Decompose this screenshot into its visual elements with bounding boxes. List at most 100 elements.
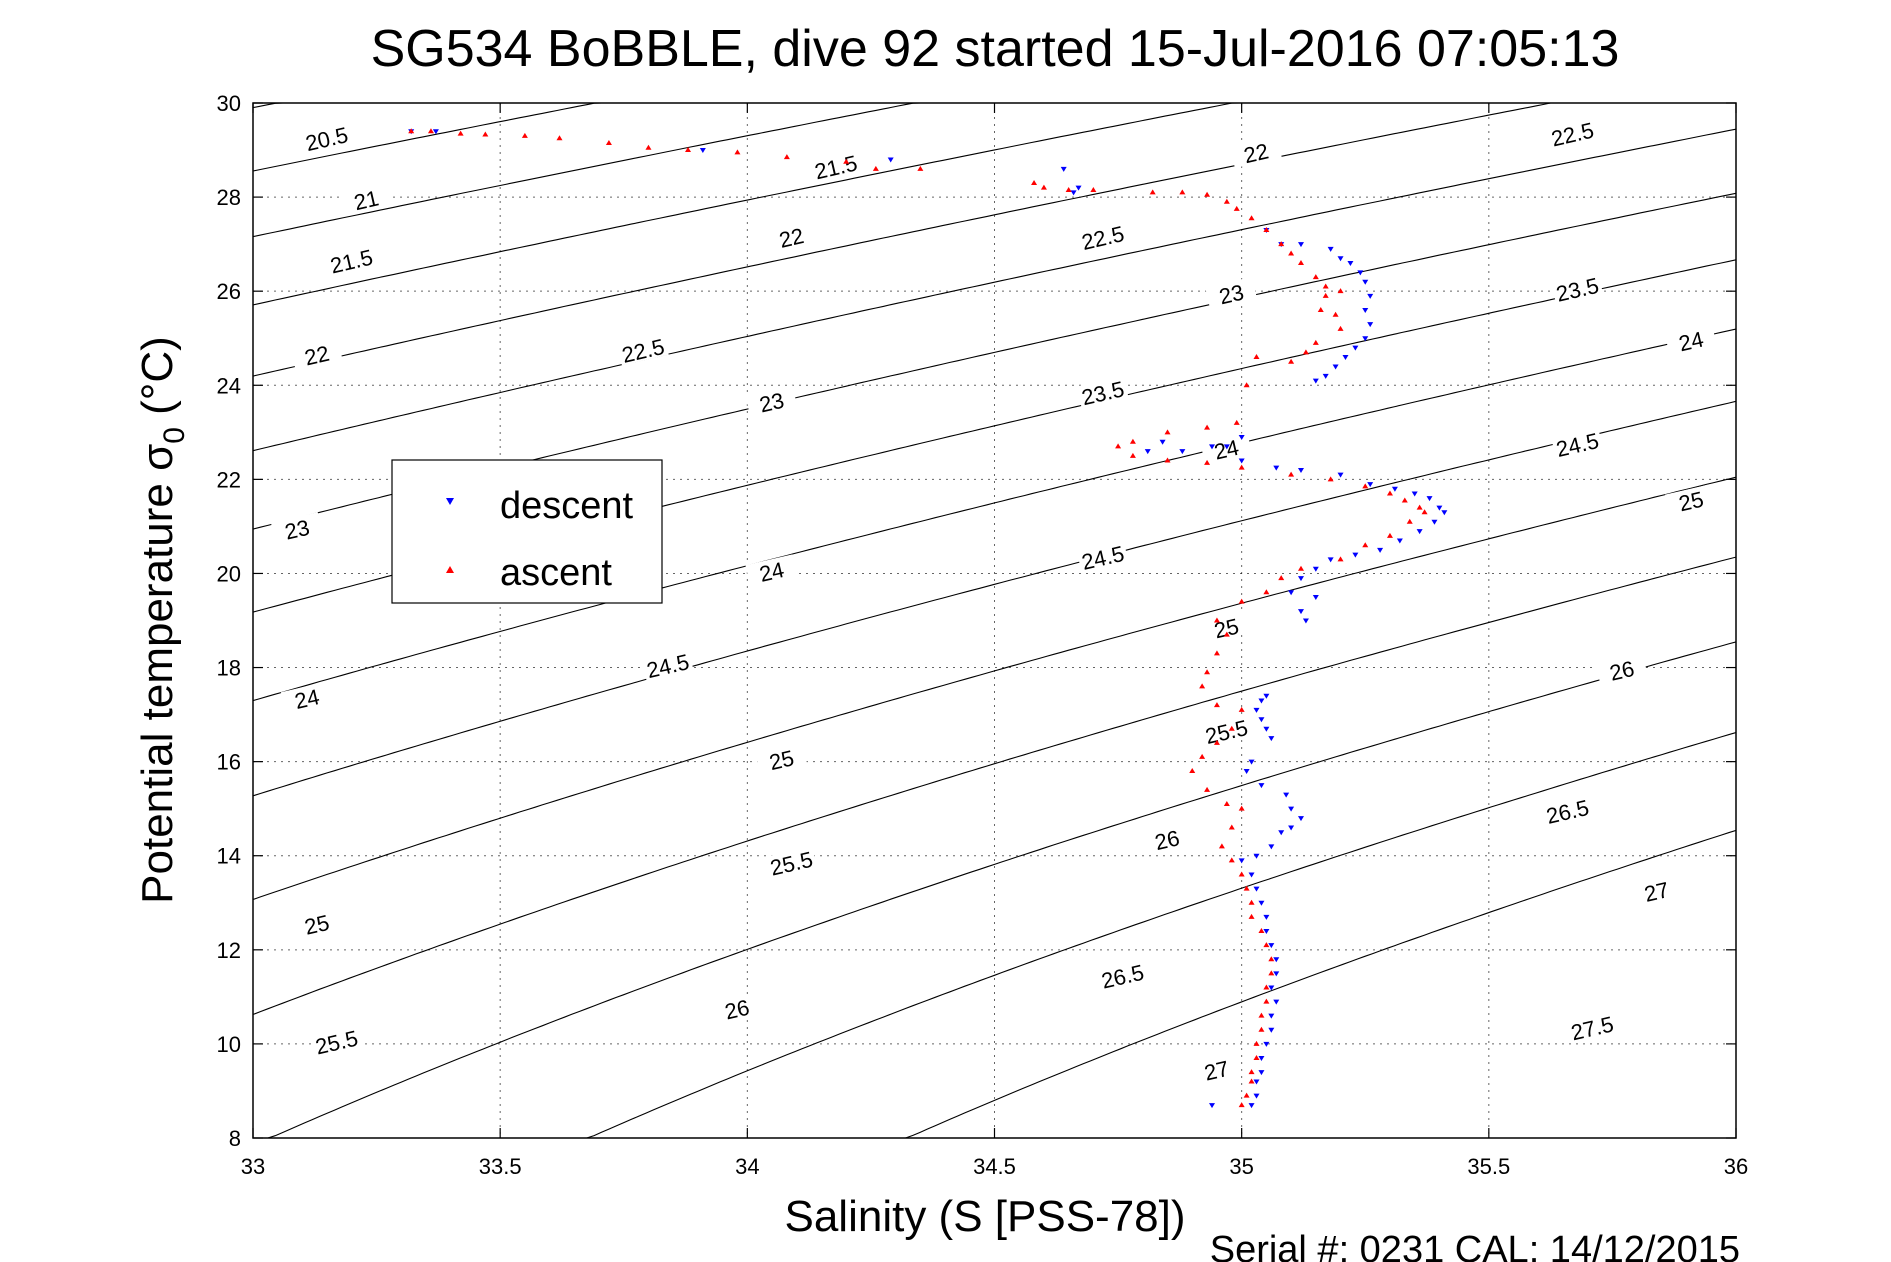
chart-title: SG534 BoBBLE, dive 92 started 15-Jul-201…: [371, 20, 1620, 78]
ascent-point: [1204, 459, 1211, 465]
ascent-point: [1268, 970, 1275, 976]
descent-point: [1322, 373, 1329, 379]
series-ascent: [408, 128, 1428, 1108]
contour-label-bg: [1190, 1053, 1243, 1086]
ascent-point: [1297, 565, 1304, 571]
descent-point: [1268, 1013, 1275, 1019]
grid: [253, 103, 1736, 1138]
ascent-point: [1238, 464, 1245, 470]
ascent-point: [1386, 490, 1393, 496]
ascent-point: [1253, 354, 1260, 360]
x-axis-label: Salinity (S [PSS-78]): [784, 1192, 1185, 1241]
descent-point: [1367, 322, 1374, 328]
series-descent: [408, 129, 1448, 1109]
isopycnal-line: [253, 556, 1736, 1016]
descent-point: [699, 148, 706, 154]
ascent-point: [1129, 438, 1136, 444]
ascent-point: [1228, 725, 1235, 731]
ascent-point: [1278, 575, 1285, 581]
contour-label: 26: [1152, 825, 1181, 855]
ascent-point: [843, 158, 850, 164]
descent-point: [1288, 590, 1295, 596]
ascent-point: [1322, 283, 1329, 289]
x-tick-label: 34: [735, 1154, 759, 1179]
x-tick-label: 34.5: [973, 1154, 1016, 1179]
contour-label-bg: [1076, 220, 1129, 253]
ascent-point: [1386, 532, 1393, 538]
descent-point: [1258, 698, 1265, 704]
ascent-point: [1317, 307, 1324, 312]
ascent-point: [1090, 187, 1097, 193]
x-tick-label: 33: [241, 1154, 265, 1179]
descent-point: [1352, 552, 1359, 558]
isopycnal-line: [809, 829, 1736, 1138]
x-tick-label: 35.5: [1467, 1154, 1510, 1179]
contour-label: 25: [302, 910, 331, 940]
ascent-point: [1248, 215, 1255, 221]
ascent-point: [1243, 382, 1250, 388]
ascent-point: [1223, 198, 1230, 204]
descent-point: [1436, 505, 1443, 511]
contour-label-bg: [616, 333, 669, 366]
contour-label: 23: [757, 388, 786, 418]
contour-label-bg: [280, 681, 333, 714]
ascent-point: [1288, 471, 1295, 477]
descent-point: [1248, 872, 1255, 878]
descent-point: [1416, 529, 1423, 535]
density-contours: [253, 103, 1736, 1138]
ascent-point: [1263, 984, 1270, 990]
descent-point: [1263, 726, 1270, 732]
descent-point: [1253, 707, 1260, 713]
descent-point: [1238, 458, 1245, 464]
ascent-point: [1263, 589, 1270, 595]
contour-label: 24: [1676, 327, 1705, 357]
descent-point: [1144, 449, 1151, 455]
contour-label: 23: [1217, 279, 1246, 309]
ascent-point: [1213, 702, 1220, 708]
isopycnal-line: [253, 103, 1477, 306]
ascent-point: [521, 132, 528, 138]
contour-label-bg: [300, 121, 353, 154]
descent-point: [1268, 943, 1275, 949]
contour-label: 22: [777, 223, 806, 253]
descent-point: [1347, 260, 1354, 266]
descent-point: [1268, 1027, 1275, 1033]
y-tick-label: 22: [217, 467, 241, 492]
descent-point: [1075, 185, 1082, 191]
descent-point: [1248, 1103, 1255, 1109]
ascent-point: [645, 144, 652, 150]
y-tick-label: 26: [217, 279, 241, 304]
descent-point: [1238, 435, 1245, 441]
descent-point: [1258, 1056, 1265, 1062]
isopycnal-line: [253, 641, 1736, 1138]
y-axis-label-subscript: 0: [158, 427, 191, 444]
ascent-point: [1233, 419, 1240, 425]
y-tick-label: 12: [217, 938, 241, 963]
descent-point: [1273, 957, 1280, 963]
ascent-point: [1238, 706, 1245, 712]
contour-label-bg: [755, 742, 808, 775]
ascent-point: [1416, 504, 1423, 510]
ascent-point: [1258, 1012, 1265, 1018]
descent-point: [1297, 467, 1304, 473]
ascent-point: [1248, 1069, 1255, 1075]
descent-point: [1297, 576, 1304, 582]
contour-label-bg: [1076, 540, 1129, 573]
ascent-point: [1337, 288, 1344, 294]
x-tick-label: 35: [1229, 1154, 1253, 1179]
descent-point: [1357, 270, 1364, 276]
descent-point: [1223, 444, 1230, 450]
descent-point: [1253, 1093, 1260, 1099]
ascent-point: [1204, 786, 1211, 792]
ascent-point: [1228, 857, 1235, 863]
y-tick-label: 28: [217, 185, 241, 210]
ascent-point: [1322, 292, 1329, 298]
descent-point: [1332, 364, 1339, 370]
descent-point: [1297, 816, 1304, 822]
descent-point: [1342, 355, 1349, 361]
legend-ascent-marker: [446, 566, 454, 573]
y-tick-label: 16: [217, 750, 241, 775]
ascent-point: [1213, 739, 1220, 745]
descent-point: [1426, 496, 1433, 502]
ascent-point: [1223, 631, 1230, 637]
